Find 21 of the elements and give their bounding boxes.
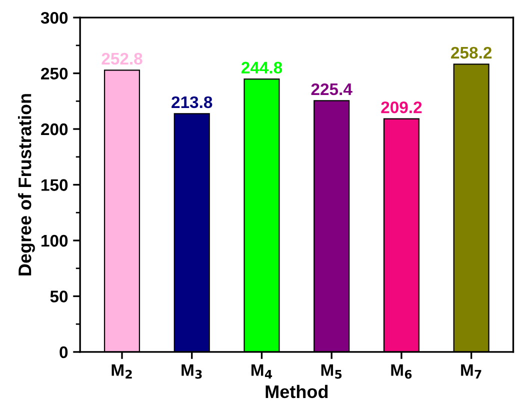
data-label: 209.2 [381,101,422,114]
y-tick-label: 100 [42,234,68,247]
y-axis-title: Degree of Frustration [18,94,35,276]
y-tick-label: 50 [50,290,68,302]
data-label: 213.8 [172,96,212,108]
x-tick-label: M$_{2}$ [112,364,132,379]
y-tick-label: 0 [60,346,68,358]
x-tick-label: M$_{7}$ [461,364,482,379]
data-label: 258.2 [451,46,492,59]
y-tick-label: 250 [41,68,68,80]
x-tick-label: M$_{5}$ [321,364,342,379]
data-label: 244.8 [241,62,282,74]
y-tick-label: 150 [42,179,68,191]
x-tick-label: M$_{3}$ [182,364,202,379]
x-axis-title: Method [266,384,328,398]
data-label: 252.8 [102,52,142,65]
data-label: 225.4 [311,83,352,96]
y-tick-label: 300 [40,12,68,24]
x-tick-label: M$_{4}$ [252,364,272,379]
x-tick-label: M$_{6}$ [391,364,412,379]
y-tick-label: 200 [41,123,68,136]
